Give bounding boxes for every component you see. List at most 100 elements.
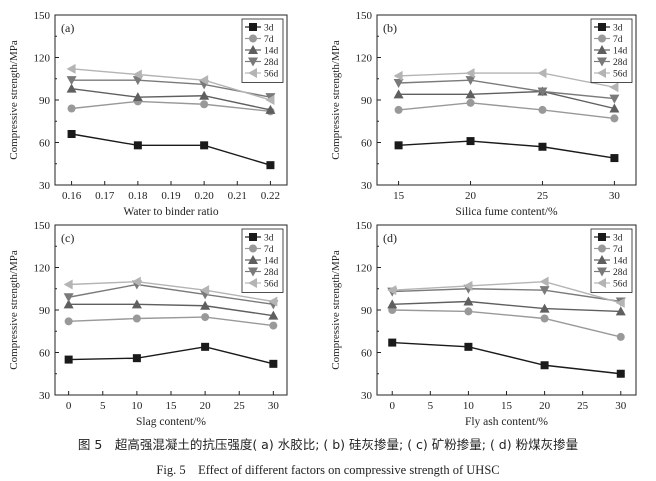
data-point-3d — [610, 154, 619, 163]
data-point-56d — [387, 285, 397, 296]
data-point-14d — [268, 310, 279, 320]
data-point-3d — [538, 142, 547, 151]
y-tick-label: 60 — [361, 138, 373, 150]
x-tick-label: 25 — [577, 400, 589, 412]
data-point-7d — [466, 98, 475, 107]
legend-label-3d: 3d — [613, 234, 623, 244]
legend-label-7d: 7d — [264, 245, 274, 255]
data-point-7d — [616, 332, 625, 341]
panel-label: (c) — [61, 231, 74, 245]
data-point-14d — [615, 306, 626, 316]
data-point-56d — [615, 297, 625, 308]
legend-marker-7d — [598, 34, 606, 43]
data-point-3d — [464, 342, 473, 351]
data-point-7d — [538, 105, 547, 114]
legend-label-14d: 14d — [613, 47, 628, 57]
data-point-14d — [66, 83, 77, 93]
data-point-7d — [610, 114, 619, 123]
legend-label-14d: 14d — [264, 47, 279, 57]
series-line-14d — [68, 303, 274, 317]
data-point-3d — [67, 130, 76, 138]
legend-marker-3d — [249, 233, 257, 241]
data-point-3d — [269, 359, 278, 368]
series-line-7d — [392, 309, 621, 338]
series-line-56d — [71, 68, 271, 101]
data-point-7d — [269, 321, 278, 330]
data-point-56d — [463, 280, 473, 291]
data-point-7d — [64, 317, 73, 326]
y-tick-label: 90 — [361, 95, 373, 107]
legend-marker-7d — [598, 244, 606, 253]
data-point-14d — [393, 89, 404, 99]
legend-marker-56d — [597, 278, 606, 288]
data-point-7d — [464, 307, 473, 316]
y-tick-label: 150 — [356, 10, 373, 22]
data-point-3d — [466, 137, 475, 146]
y-axis-label: Compressive strength/MPa — [330, 40, 342, 160]
data-point-14d — [387, 299, 398, 309]
x-tick-label: 10 — [131, 400, 143, 412]
data-point-14d — [199, 90, 210, 100]
legend-box — [590, 18, 633, 83]
y-tick-label: 30 — [39, 390, 51, 402]
data-point-56d — [539, 276, 549, 287]
data-point-28d — [66, 76, 77, 86]
data-point-28d — [63, 293, 74, 303]
x-tick-label: 25 — [234, 400, 246, 412]
legend-marker-7d — [249, 244, 257, 253]
series-line-56d — [68, 280, 274, 303]
data-point-3d — [132, 354, 141, 363]
series-line-56d — [398, 72, 615, 88]
data-point-14d — [131, 299, 142, 309]
data-point-28d — [539, 286, 550, 296]
y-tick-label: 120 — [34, 263, 51, 275]
panel-label: (b) — [383, 21, 397, 35]
y-axis-label: Compressive strength/MPa — [8, 250, 20, 370]
data-point-7d — [200, 100, 209, 109]
data-point-14d — [609, 103, 620, 113]
legend-box — [590, 228, 633, 293]
legend-marker-28d — [597, 57, 607, 67]
legend-marker-3d — [249, 23, 257, 31]
x-tick-label: 30 — [268, 400, 280, 412]
legend-label-14d: 14d — [264, 257, 279, 267]
x-tick-label: 0.16 — [62, 190, 82, 202]
x-tick-label: 5 — [428, 400, 434, 412]
legend-marker-28d — [597, 267, 607, 277]
legend-marker-28d — [248, 57, 258, 67]
legend-label-56d: 56d — [613, 280, 628, 290]
legend-marker-14d — [248, 45, 258, 54]
series-line-3d — [392, 341, 621, 375]
y-tick-label: 60 — [39, 348, 51, 360]
legend-marker-28d — [248, 267, 258, 277]
data-point-7d — [201, 313, 210, 322]
series-line-3d — [71, 133, 271, 166]
legend-label-7d: 7d — [613, 35, 623, 45]
y-tick-label: 60 — [39, 138, 51, 150]
x-tick-label: 20 — [465, 190, 477, 202]
series-line-7d — [398, 102, 615, 120]
y-tick-label: 150 — [356, 220, 373, 232]
panel-label: (d) — [383, 231, 397, 245]
data-point-56d — [131, 276, 141, 287]
x-tick-label: 15 — [501, 400, 513, 412]
data-point-7d — [394, 105, 403, 114]
legend-label-3d: 3d — [264, 24, 274, 34]
x-tick-label: 20 — [200, 400, 212, 412]
data-point-56d — [265, 95, 275, 105]
data-point-28d — [609, 94, 620, 104]
series-line-28d — [392, 288, 621, 303]
y-tick-label: 120 — [356, 53, 373, 65]
x-tick-label: 15 — [393, 190, 405, 202]
legend-marker-56d — [597, 68, 606, 78]
x-tick-label: 15 — [166, 400, 178, 412]
chart-panel-a: 30 60 90 120 150 0.16 0.17 0.18 0.19 0.20 0.21 0.22… — [8, 10, 288, 218]
data-point-28d — [393, 79, 404, 88]
legend-label-7d: 7d — [264, 35, 274, 45]
data-point-3d — [133, 141, 142, 150]
data-point-7d — [132, 314, 141, 323]
chart-panel-c: 30 60 90 120 150 0 5 10 15 20 25 30 Slag content/% Co… — [8, 220, 288, 428]
series-line-14d — [71, 87, 271, 111]
data-point-3d — [64, 355, 73, 364]
y-tick-label: 90 — [39, 95, 51, 107]
